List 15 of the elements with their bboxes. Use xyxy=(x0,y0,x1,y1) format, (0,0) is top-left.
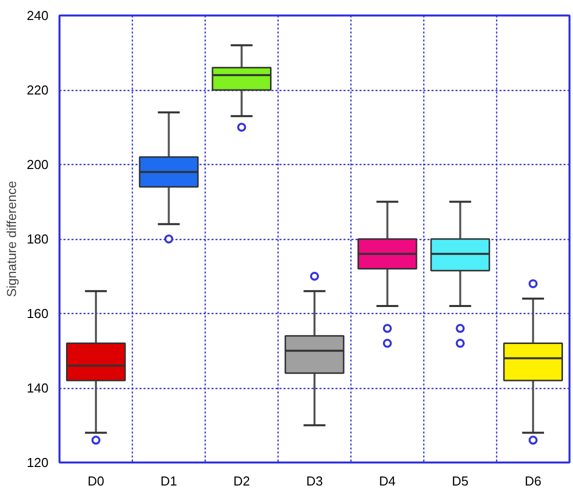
y-tick-label: 140 xyxy=(26,380,49,396)
x-tick-label: D1 xyxy=(160,474,178,488)
x-tick-label: D0 xyxy=(88,474,104,488)
x-tick-label: D3 xyxy=(306,474,323,488)
y-tick-label: 220 xyxy=(26,82,49,98)
y-tick-label: 180 xyxy=(26,232,49,246)
y-tick-label: 240 xyxy=(26,8,49,23)
x-tick-label: D2 xyxy=(233,474,250,488)
y-axis-title: Signature difference xyxy=(4,180,19,298)
y-tick-label: 120 xyxy=(26,455,49,470)
y-tick-label: 160 xyxy=(26,306,49,321)
y-tick-label: 200 xyxy=(26,157,49,172)
x-tick-label: D5 xyxy=(452,474,469,488)
x-tick-label: D4 xyxy=(379,474,396,488)
x-tick-label: D6 xyxy=(524,474,542,488)
